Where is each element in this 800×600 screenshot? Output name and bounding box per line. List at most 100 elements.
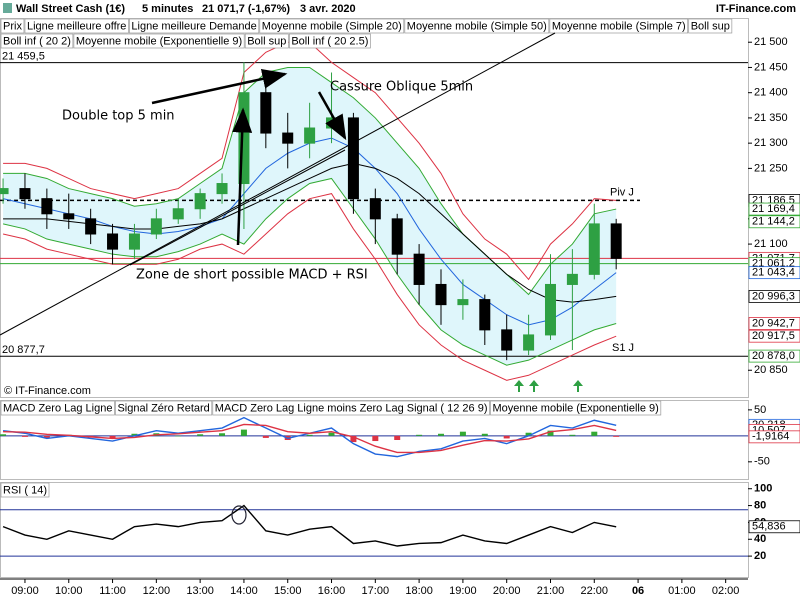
candle-body (501, 329, 513, 351)
candle-body (544, 283, 556, 336)
level-label: 21 459,5 (2, 51, 45, 63)
y-tick-label: 40 (754, 533, 766, 545)
histogram-bar (350, 435, 357, 443)
legend-box (259, 18, 405, 34)
candle-body (85, 218, 97, 235)
y-tick-label: -50 (754, 456, 770, 468)
y-tick-label: 20 850 (754, 364, 788, 376)
legend-box (490, 400, 662, 416)
legend-box (0, 18, 25, 34)
y-tick-label: 20 (754, 550, 766, 562)
legend-entry: Moyenne mobile (Simple 7) (552, 20, 686, 32)
candle-body (194, 193, 206, 210)
x-tick-label: 19:00 (449, 585, 477, 597)
histogram-bar (240, 429, 247, 436)
legend-box (404, 18, 550, 34)
legend-entry: Ligne meilleure Demande (131, 20, 256, 32)
panel-frame (0, 18, 749, 398)
plot-layer: 21 459,5 20 877,7 Piv J S1 J 21 500 21 450 21 … (0, 18, 800, 600)
x-tick-label: 17:00 (362, 585, 390, 597)
histogram-bar (0, 434, 7, 436)
header-bar (0, 0, 800, 17)
histogram-bar (438, 433, 445, 436)
price-label-box (748, 329, 800, 343)
legend-box (549, 18, 689, 34)
legend-entry: MACD Zero Lag Ligne (3, 402, 112, 414)
price-label: 20 942,7 (752, 317, 795, 329)
candle-body (260, 92, 272, 134)
interval: 5 minutes (142, 3, 193, 15)
y-tick-label: 21 450 (754, 61, 788, 73)
legend-box (0, 33, 74, 49)
price-label-box (748, 349, 800, 363)
histogram-bar (197, 434, 204, 436)
price-label: 20 996,3 (752, 290, 795, 302)
arrow (151, 69, 288, 105)
price-label-box (748, 266, 800, 280)
y-tick-label: 50 (754, 404, 766, 416)
candle-body (523, 334, 535, 351)
legend-entry: Prix (3, 20, 22, 32)
pivot-label: Piv J (610, 186, 634, 198)
price-label-box (748, 215, 800, 229)
brand: IT-Finance.com (716, 3, 796, 15)
candle-body (282, 132, 294, 144)
histogram-bar (109, 435, 116, 439)
price-label: 20 878,0 (752, 350, 795, 362)
price-label-box (748, 290, 800, 303)
candle-body (479, 299, 491, 331)
histogram-bar (21, 435, 28, 437)
histogram-bar (131, 433, 138, 436)
candle-body (435, 283, 447, 306)
s1-label: S1 J (612, 342, 634, 354)
histogram-bar (175, 435, 182, 437)
histogram-bar (503, 435, 510, 439)
indicator-line (2, 504, 617, 547)
x-tick-label: 22:00 (581, 585, 609, 597)
highlight-circle (231, 505, 247, 525)
legend-box (0, 482, 50, 498)
y-tick-label: 21 300 (754, 137, 788, 149)
legend-box (24, 18, 129, 34)
histogram-bar (613, 435, 620, 437)
trend-line (129, 149, 346, 266)
annotation: Double top 5 min (62, 109, 175, 124)
histogram-bar (43, 435, 50, 438)
histogram-bar (569, 434, 576, 436)
legend-entry: Boll sup (691, 20, 730, 32)
y-tick-label: 100 (754, 483, 772, 495)
x-tick-label: 09:00 (11, 585, 39, 597)
legend-entry: Boll sup (247, 35, 286, 47)
legend-entry: RSI ( 14) (3, 484, 47, 496)
candle-body (216, 183, 228, 195)
candle-body (347, 117, 359, 200)
price-label: 20 917,5 (752, 330, 795, 342)
legend-entry: Moyenne mobile (Exponentielle 9) (76, 35, 242, 47)
y-tick-label: 21 350 (754, 112, 788, 124)
price-label: 21 144,2 (752, 216, 795, 228)
histogram-bar (459, 431, 466, 436)
y-tick-label: 21 400 (754, 87, 788, 99)
price-label: -1,9164 (752, 431, 789, 443)
price-label: 21 169,4 (752, 203, 795, 215)
histogram-bar (328, 432, 335, 436)
date: 3 avr. 2020 (300, 3, 356, 15)
legend-box (0, 400, 115, 416)
legend-entry: Boll inf ( 20 2) (3, 35, 71, 47)
legend-box (73, 33, 245, 49)
arrow (317, 91, 347, 141)
candle-body (0, 188, 9, 195)
price-label-box (748, 317, 800, 330)
price-label-box (748, 520, 800, 534)
legend-entry: Moyenne mobile (Exponentielle 9) (492, 402, 658, 414)
icon (3, 3, 12, 13)
level-label: 20 877,7 (2, 344, 45, 356)
x-tick-label: 18:00 (405, 585, 433, 597)
y-tick-label: 21 100 (754, 238, 788, 250)
legend-box (212, 400, 490, 416)
candle-body (369, 198, 381, 220)
candle-body (304, 127, 316, 144)
copyright: © IT-Finance.com (4, 385, 91, 397)
candle-body (107, 233, 119, 250)
